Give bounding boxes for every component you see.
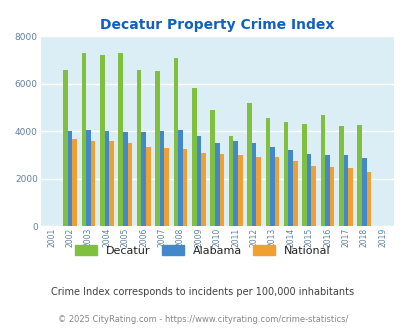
Text: Crime Index corresponds to incidents per 100,000 inhabitants: Crime Index corresponds to incidents per… [51,287,354,297]
Bar [145,147,150,226]
Bar [343,155,347,226]
Bar [274,156,279,226]
Bar [302,124,306,226]
Bar [118,53,123,226]
Bar [357,125,361,226]
Bar [104,131,109,226]
Bar [173,58,178,226]
Bar [320,115,324,226]
Bar [366,173,370,226]
Bar [200,152,205,226]
Bar [68,131,72,226]
Bar [81,53,86,226]
Bar [324,155,329,226]
Bar [141,132,145,226]
Bar [214,143,219,226]
Bar [72,140,77,226]
Bar [164,148,168,226]
Bar [109,141,113,226]
Bar [338,126,343,226]
Bar [219,154,224,226]
Bar [196,136,200,226]
Bar [63,70,68,226]
Bar [251,143,256,226]
Legend: Decatur, Alabama, National: Decatur, Alabama, National [70,240,335,260]
Text: © 2025 CityRating.com - https://www.cityrating.com/crime-statistics/: © 2025 CityRating.com - https://www.city… [58,315,347,324]
Bar [90,141,95,226]
Bar [228,136,233,226]
Bar [361,158,366,226]
Bar [329,167,334,226]
Bar [178,130,182,226]
Bar [192,88,196,226]
Bar [306,154,311,226]
Bar [182,149,187,226]
Bar [265,118,269,226]
Bar [292,161,297,226]
Bar [136,70,141,226]
Bar [288,150,292,226]
Bar [311,166,315,226]
Bar [123,132,127,226]
Bar [237,155,242,226]
Bar [256,156,260,226]
Bar [233,141,237,226]
Bar [100,55,104,226]
Bar [127,143,132,226]
Bar [155,71,159,226]
Bar [210,110,214,226]
Title: Decatur Property Crime Index: Decatur Property Crime Index [100,18,334,32]
Bar [283,122,288,226]
Bar [247,103,251,226]
Bar [159,131,164,226]
Bar [86,130,90,226]
Bar [269,147,274,226]
Bar [347,168,352,226]
